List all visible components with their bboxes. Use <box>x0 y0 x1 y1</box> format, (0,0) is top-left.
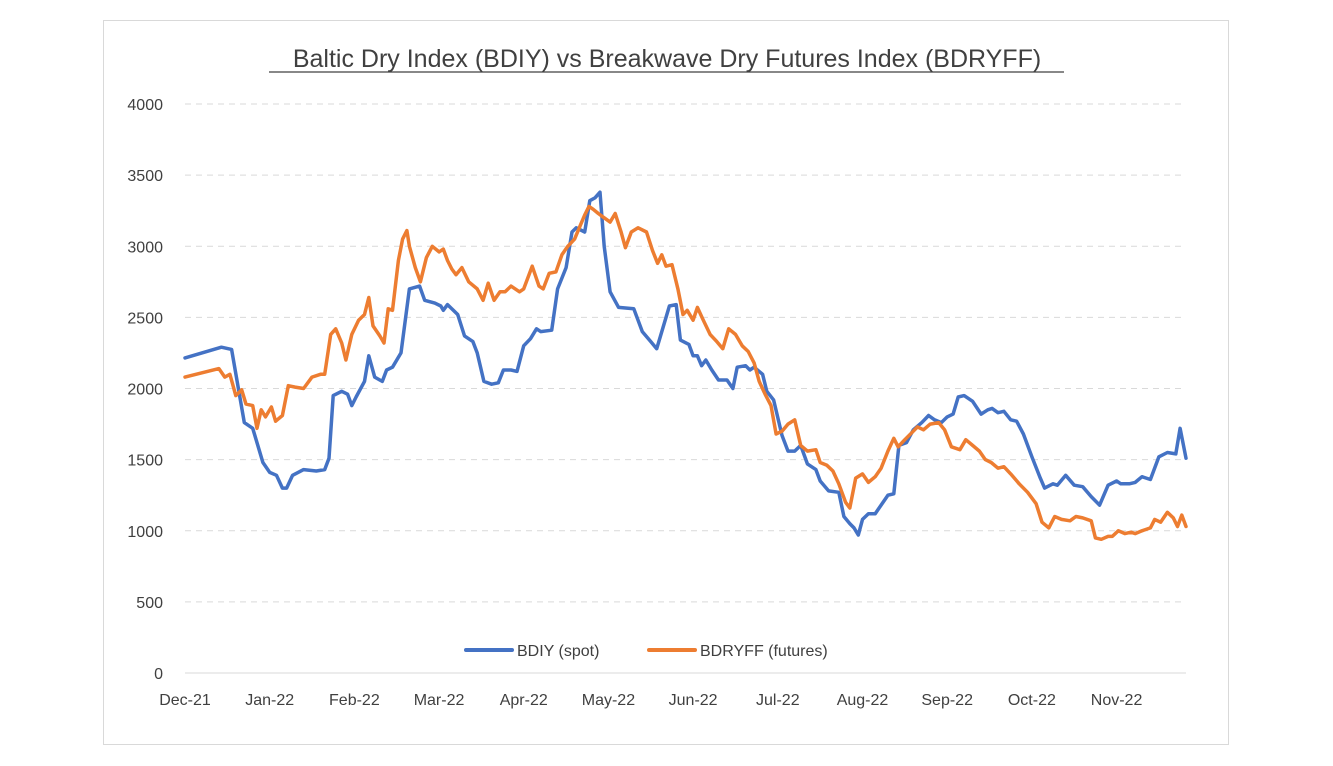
y-axis-tick-labels: 0 500 1000 1500 2000 2500 3000 3500 4000 <box>127 97 163 683</box>
chart-title: Baltic Dry Index (BDIY) vs Breakwave Dry… <box>293 45 1041 73</box>
x-tick-label: Apr-22 <box>500 692 548 709</box>
x-tick-label: Aug-22 <box>837 692 889 709</box>
legend-label: BDIY (spot) <box>517 643 599 660</box>
y-tick-label: 3500 <box>127 168 163 185</box>
y-tick-label: 2500 <box>127 310 163 327</box>
y-tick-label: 1000 <box>127 524 163 541</box>
y-tick-label: 0 <box>154 666 163 683</box>
x-tick-label: Nov-22 <box>1091 692 1143 709</box>
series-lines <box>183 190 1188 542</box>
gridlines <box>185 103 1186 674</box>
x-axis-tick-labels: Dec-21 Jan-22 Feb-22 Mar-22 Apr-22 May-22 Jun-… <box>159 692 1142 709</box>
y-tick-label: 2000 <box>127 382 163 399</box>
series-line-bdryff <box>183 204 1188 542</box>
x-tick-label: Dec-21 <box>159 692 211 709</box>
x-tick-label: Mar-22 <box>414 692 465 709</box>
x-tick-label: Oct-22 <box>1008 692 1056 709</box>
x-tick-label: Jun-22 <box>669 692 718 709</box>
y-tick-label: 3000 <box>127 239 163 256</box>
chart-frame <box>103 20 1229 745</box>
y-tick-label: 4000 <box>127 97 163 114</box>
x-tick-label: Feb-22 <box>329 692 380 709</box>
y-tick-label: 1500 <box>127 453 163 470</box>
x-tick-label: Sep-22 <box>921 692 973 709</box>
x-tick-label: May-22 <box>582 692 635 709</box>
series-line-bdiy <box>183 190 1188 537</box>
legend-label: BDRYFF (futures) <box>700 643 828 660</box>
legend: BDIY (spot) BDRYFF (futures) <box>464 643 828 660</box>
x-tick-label: Jul-22 <box>756 692 800 709</box>
x-tick-label: Jan-22 <box>245 692 294 709</box>
y-tick-label: 500 <box>136 595 163 612</box>
